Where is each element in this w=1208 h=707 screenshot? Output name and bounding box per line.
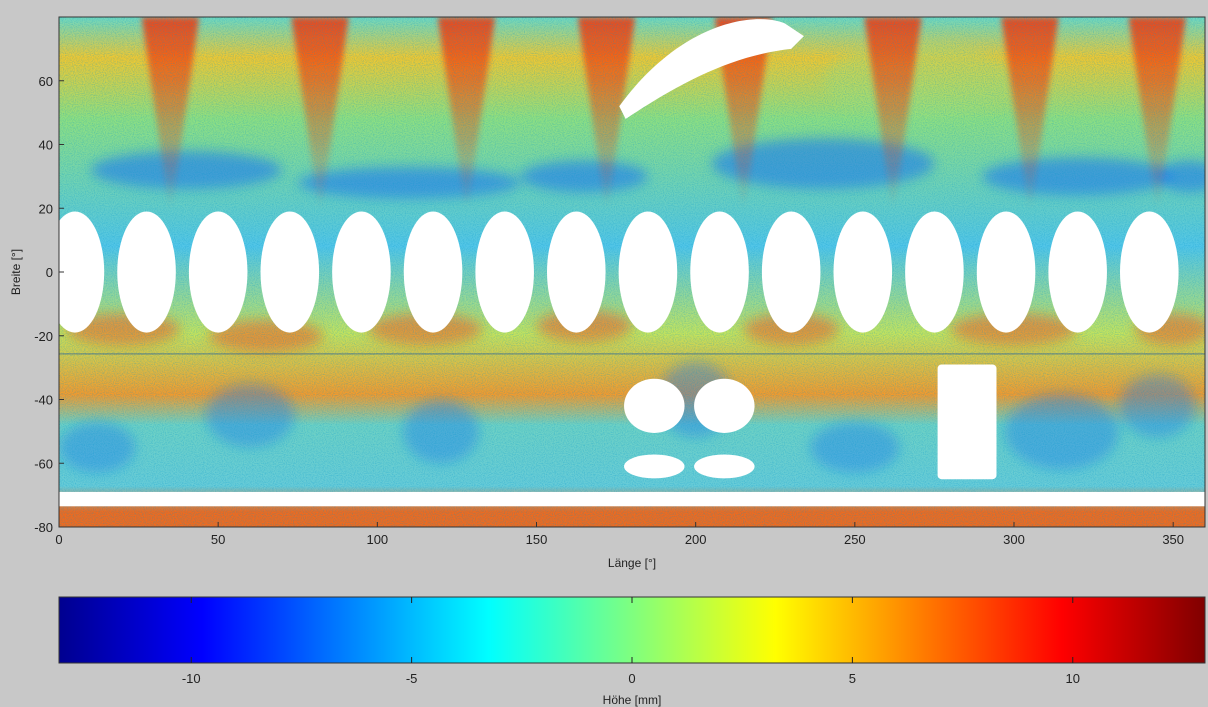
x-tick-label: 350 <box>1162 532 1184 547</box>
y-tick-label: -20 <box>34 329 53 344</box>
porthole-window-mask <box>332 211 391 333</box>
porthole-window-mask <box>1120 211 1179 333</box>
porthole-window-mask <box>188 211 248 333</box>
lower-oval-mask <box>694 454 755 479</box>
x-tick-label: 300 <box>1003 532 1025 547</box>
seam-line <box>59 353 1205 355</box>
lower-oval-mask <box>624 454 685 479</box>
x-tick-label: 150 <box>526 532 548 547</box>
x-tick-label: 50 <box>211 532 225 547</box>
x-tick-label: 200 <box>685 532 707 547</box>
colorbar-gradient <box>58 596 1206 664</box>
y-tick-label: -40 <box>34 393 53 408</box>
y-tick-label: 20 <box>39 201 53 216</box>
colorbar-tick-label: -10 <box>182 671 201 686</box>
porthole-window-mask <box>475 211 534 333</box>
y-tick-label: 40 <box>39 138 53 153</box>
y-axis-label: Breite [°] <box>9 249 23 295</box>
colorbar-tick-label: 5 <box>849 671 856 686</box>
x-axis: 0 50 100 150 200 250 300 350 <box>55 522 1184 547</box>
porthole-window-mask <box>1048 211 1107 333</box>
porthole-window-mask <box>761 211 821 333</box>
x-tick-label: 250 <box>844 532 866 547</box>
plot-area <box>59 17 1205 527</box>
x-axis-label: Länge [°] <box>608 556 656 570</box>
colorbar-tick-label: 0 <box>628 671 635 686</box>
y-tick-label: -60 <box>34 456 53 471</box>
porthole-window-mask <box>260 211 320 333</box>
x-tick-label: 100 <box>366 532 388 547</box>
porthole-window-mask <box>905 211 964 333</box>
colorbar-ticks: -10 -5 0 5 10 <box>182 597 1080 686</box>
y-tick-label: -80 <box>34 520 53 535</box>
porthole-window-mask <box>690 211 749 333</box>
porthole-window-mask <box>618 211 678 333</box>
porthole-window-mask <box>403 211 463 333</box>
colorbar-tick-label: -5 <box>406 671 418 686</box>
porthole-window-mask <box>976 211 1036 333</box>
porthole-window-mask <box>117 211 176 333</box>
masked-regions <box>59 19 1205 507</box>
x-tick-label: 0 <box>55 532 62 547</box>
lower-circle-mask <box>624 378 685 433</box>
porthole-window-mask <box>833 211 893 333</box>
floor-strip-mask <box>59 491 1205 507</box>
y-tick-label: 0 <box>46 265 53 280</box>
y-tick-label: 60 <box>39 74 53 89</box>
lower-circle-mask <box>694 378 755 433</box>
colorbar-tick-label: 10 <box>1066 671 1080 686</box>
upper-hatch-mask <box>619 19 804 119</box>
colorbar-label: Höhe [mm] <box>603 693 662 707</box>
porthole-window-mask <box>547 211 606 333</box>
porthole-window-mask <box>59 211 105 333</box>
colorbar: -10 -5 0 5 10 Höhe [mm] <box>58 596 1206 707</box>
y-axis: 60 40 20 0 -20 -40 -60 -80 <box>34 74 64 535</box>
lower-rect-mask <box>937 364 997 480</box>
